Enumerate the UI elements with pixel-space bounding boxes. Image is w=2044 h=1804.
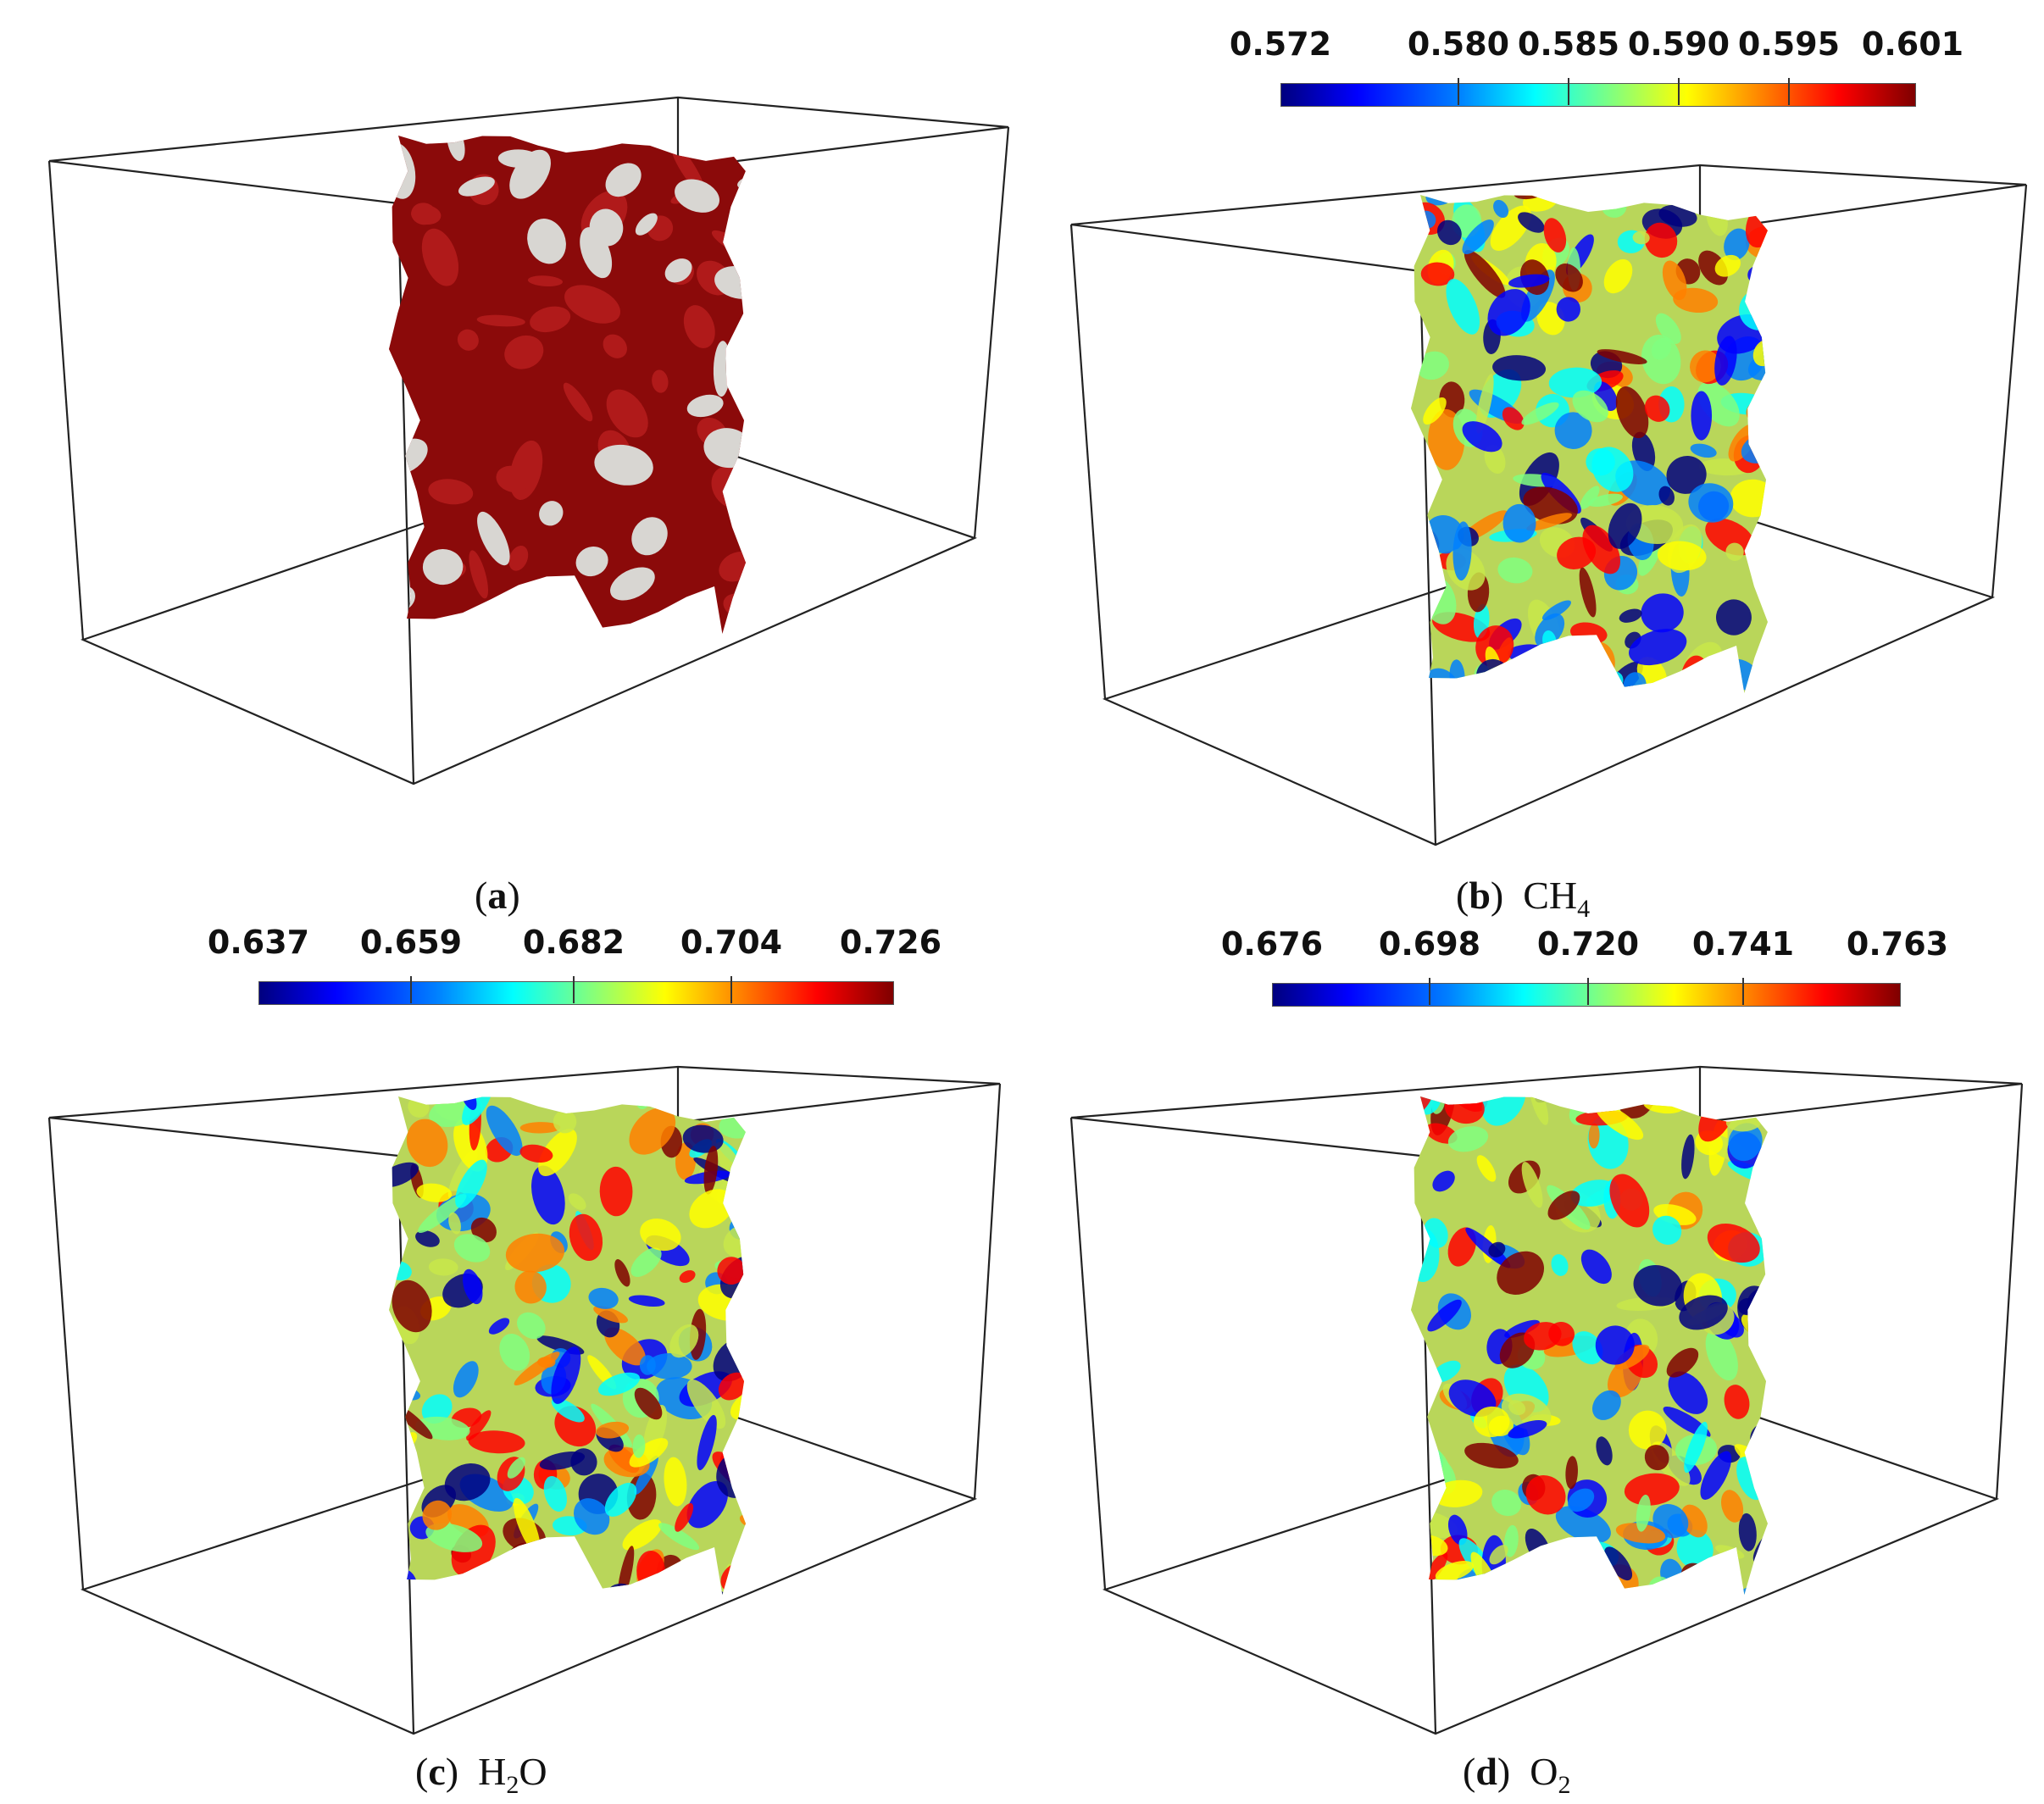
colorbar-ramp bbox=[1272, 983, 1901, 1007]
species-label: O bbox=[1530, 1750, 1558, 1793]
colorbar-tick-label: 0.763 bbox=[1846, 925, 1949, 963]
panel-c-render bbox=[47, 1065, 1002, 1735]
colorbar-tick-label: 0.590 bbox=[1627, 25, 1730, 63]
species-subscript: 4 bbox=[1577, 895, 1591, 924]
species-subscript: 2 bbox=[1558, 1771, 1571, 1800]
caption-c: (c) H2O bbox=[415, 1750, 547, 1800]
colorbar-tick-label: 0.595 bbox=[1737, 25, 1841, 63]
panel-a-render bbox=[47, 96, 1010, 785]
colorbar-tick-label: 0.601 bbox=[1861, 25, 1964, 63]
panel-b-render bbox=[1069, 164, 2028, 846]
colorbar-tick-label: 0.585 bbox=[1517, 25, 1620, 63]
colorbar-tick-label: 0.726 bbox=[839, 924, 942, 961]
colorbar-tick-label: 0.580 bbox=[1407, 25, 1510, 63]
colorbar-tick bbox=[573, 976, 575, 1003]
caption-d: (d) O2 bbox=[1463, 1750, 1571, 1800]
colorbar-tick bbox=[1429, 978, 1430, 1005]
colorbar-tick-label: 0.741 bbox=[1691, 925, 1795, 963]
panel-d: 0.676 0.698 0.720 0.741 0.763 (d) O2 bbox=[1022, 902, 2044, 1804]
flame-surface-b bbox=[1410, 195, 1768, 693]
species-label: H bbox=[478, 1750, 507, 1793]
colorbar-tick-label: 0.698 bbox=[1378, 925, 1481, 963]
flame-surface-a bbox=[388, 136, 746, 634]
colorbar-tick bbox=[1568, 78, 1569, 105]
colorbar-tick-label: 0.637 bbox=[207, 924, 310, 961]
caption-a: (a) bbox=[475, 874, 520, 917]
panel-d-render bbox=[1069, 1065, 2024, 1735]
panel-c: 0.637 0.659 0.682 0.704 0.726 (c) H2O bbox=[0, 902, 1022, 1804]
species-label: CH bbox=[1523, 874, 1578, 917]
colorbar-tick bbox=[1788, 78, 1790, 105]
colorbar-ramp bbox=[258, 981, 894, 1005]
surface-texture bbox=[1410, 1096, 1768, 1595]
colorbar-tick-label: 0.659 bbox=[359, 924, 463, 961]
colorbar-tick bbox=[730, 976, 732, 1003]
flame-surface-d bbox=[1410, 1096, 1768, 1595]
colorbar-tick bbox=[410, 976, 412, 1003]
colorbar-tick bbox=[1678, 78, 1680, 105]
panel-b: 0.572 0.580 0.585 0.590 0.595 0.601 (b) … bbox=[1022, 0, 2044, 923]
colorbar-tick bbox=[1742, 978, 1744, 1005]
colorbar-tick-label: 0.704 bbox=[680, 924, 783, 961]
colorbar-ramp bbox=[1280, 83, 1916, 107]
colorbar-tick bbox=[1458, 78, 1459, 105]
colorbar-tick bbox=[1587, 978, 1589, 1005]
colorbar-tick-label: 0.676 bbox=[1220, 925, 1324, 963]
species-subscript: 2 bbox=[506, 1771, 519, 1800]
flame-surface-c bbox=[388, 1096, 746, 1595]
caption-b: (b) CH4 bbox=[1456, 874, 1591, 924]
colorbar-tick-label: 0.572 bbox=[1229, 25, 1332, 63]
panel-a: (a) bbox=[0, 0, 1022, 917]
colorbar-tick-label: 0.682 bbox=[522, 924, 625, 961]
colorbar-tick-label: 0.720 bbox=[1536, 925, 1640, 963]
